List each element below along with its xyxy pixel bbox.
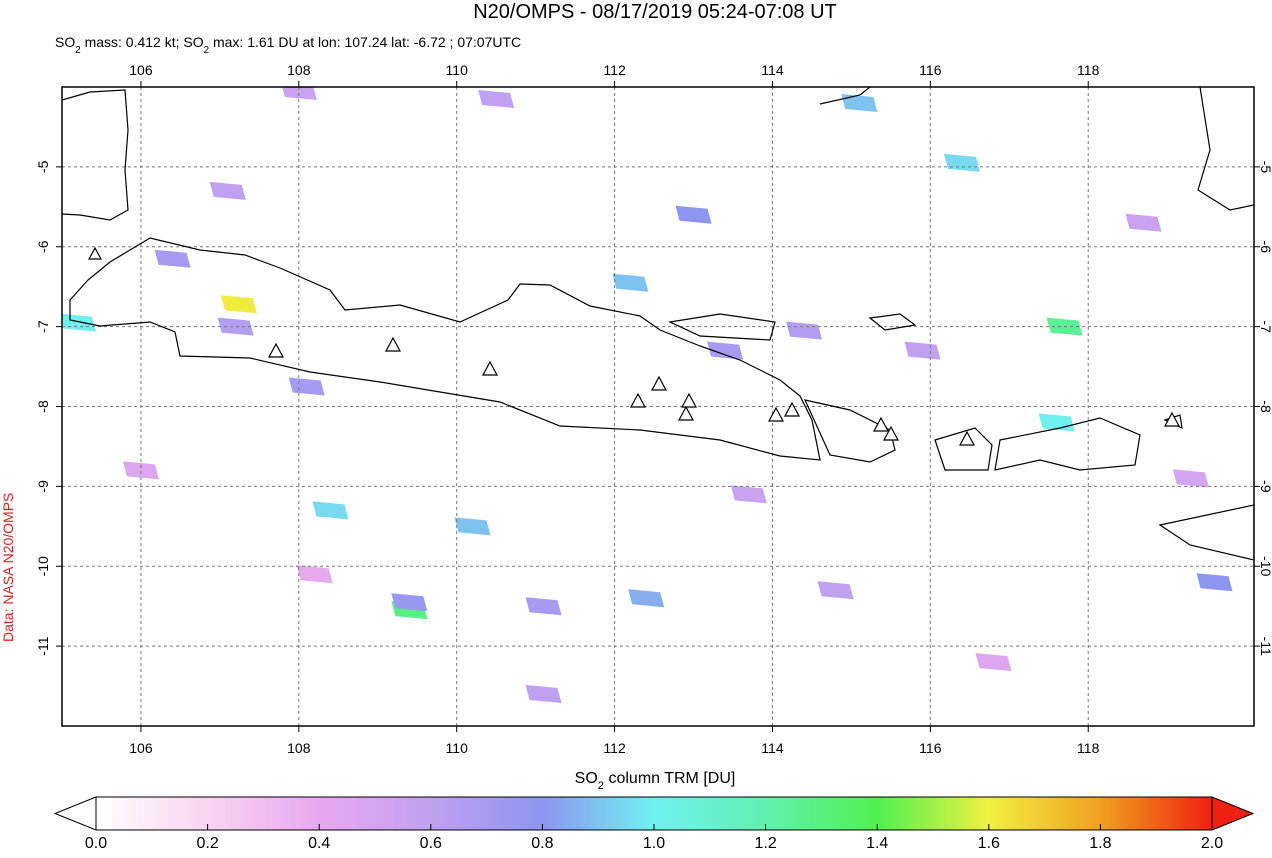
flores-coast	[1158, 504, 1254, 561]
y-tick-label: -8	[1258, 400, 1272, 413]
y-tick-label: -6	[35, 240, 51, 253]
colorbar-tick-label: 1.4	[866, 835, 888, 852]
subscript: 2	[598, 780, 604, 792]
x-tick-label: 108	[287, 740, 311, 756]
so2-pixel	[612, 273, 649, 292]
x-tick-label: 116	[919, 740, 942, 756]
y-tick-label: -10	[35, 556, 51, 576]
colorbar-tick-label: 2.0	[1201, 835, 1223, 852]
so2-pixel	[220, 295, 257, 314]
x-tick-label: 116	[919, 62, 942, 78]
x-tick-label: 106	[129, 62, 153, 78]
x-tick-label: 118	[1077, 740, 1100, 756]
so2-pixel	[478, 89, 515, 108]
so2-pixel	[841, 93, 878, 112]
so2-pixel	[525, 597, 562, 616]
colorbar-tick-label: 1.2	[754, 835, 776, 852]
map-frame	[61, 86, 1255, 727]
y-tick-label: -7	[35, 320, 51, 333]
x-tick-label: 106	[129, 740, 153, 756]
y-tick-label: -11	[35, 636, 51, 655]
sumbawa-coast	[994, 417, 1141, 471]
so2-pixel	[525, 685, 562, 704]
so2-pixel	[391, 593, 428, 612]
x-tick-label: 118	[1077, 62, 1100, 78]
colorbar-tick-label: 0.0	[85, 835, 107, 852]
so2-pixel	[1196, 573, 1233, 592]
colorbar-tick-label: 1.8	[1089, 835, 1111, 852]
colorbar-tick-label: 1.0	[643, 835, 665, 852]
so2-pixel	[288, 377, 325, 396]
so2-pixel	[675, 205, 712, 224]
bali-coast	[803, 399, 896, 463]
subscript: 2	[75, 45, 80, 56]
y-tick-label: -9	[1258, 480, 1272, 493]
so2-pixel	[975, 653, 1012, 672]
colorbar-tick-label: 0.8	[531, 835, 553, 852]
sumatra-coast	[62, 89, 129, 221]
so2-pixel	[943, 153, 980, 172]
text-part: max: 1.61 DU at lon: 107.24 lat: -6.72 ;…	[209, 34, 521, 50]
data-source: Data: NASA N20/OMPS	[0, 493, 16, 642]
colorbar-tick-label: 0.6	[420, 835, 442, 852]
title: N20/OMPS - 08/17/2019 05:24-07:08 UT	[473, 1, 837, 23]
so2-pixel	[282, 87, 317, 100]
x-tick-label: 112	[603, 62, 626, 78]
colorbar	[53, 796, 1255, 831]
x-tick-label: 110	[446, 740, 469, 756]
so2-pixel	[217, 317, 254, 336]
text-part: mass: 0.412 kt; SO	[81, 34, 204, 50]
x-tick-label: 114	[761, 62, 784, 78]
colorbar-label: SO2 column TRM [DU]	[575, 770, 736, 792]
madura-coast	[667, 313, 776, 341]
so2-pixel	[817, 581, 854, 600]
y-tick-label: -6	[1258, 241, 1272, 254]
so2-pixel	[707, 341, 744, 360]
y-tick-label: -9	[35, 480, 51, 493]
so2-pixel	[730, 485, 767, 504]
so2-pixel	[154, 249, 191, 268]
so2-pixel	[904, 341, 941, 360]
y-tick-label: -7	[1258, 320, 1272, 333]
so2-pixel	[122, 461, 159, 480]
colorbar-tick-label: 0.2	[196, 835, 218, 852]
so2-pixel	[1172, 469, 1209, 488]
borneo-coast	[819, 87, 1254, 211]
colorbar-tick-label: 1.6	[978, 835, 1000, 852]
volcano-markers	[87, 246, 1181, 446]
y-tick-label: -10	[1258, 556, 1272, 576]
text-part: SO	[575, 770, 598, 787]
subscript: 2	[204, 45, 209, 56]
so2-pixel	[628, 589, 665, 608]
x-tick-label: 112	[603, 740, 626, 756]
x-tick-label: 110	[446, 62, 469, 78]
grid	[56, 81, 1260, 732]
so2-pixel	[296, 565, 333, 584]
java-coast	[69, 237, 821, 461]
text-part: column TRM [DU]	[604, 770, 735, 787]
coastlines	[62, 87, 1254, 561]
text-part: SO	[55, 34, 75, 50]
y-tick-label: -5	[1258, 161, 1272, 174]
so2-pixel	[209, 181, 246, 200]
subtitle: SO2 mass: 0.412 kt; SO2 max: 1.61 DU at …	[55, 34, 521, 56]
colorbar-high-arrow	[1211, 796, 1255, 831]
so2-pixel	[1125, 213, 1162, 232]
y-tick-label: -5	[35, 160, 51, 173]
y-tick-label: -8	[35, 400, 51, 413]
colorbar-tick-label: 0.4	[308, 835, 330, 852]
x-tick-label: 114	[761, 740, 784, 756]
so2-pixel	[786, 321, 823, 340]
so2-pixel	[454, 517, 491, 536]
colorbar-low-arrow	[53, 796, 97, 831]
lombok-coast	[934, 427, 993, 471]
y-tick-label: -11	[1258, 637, 1272, 656]
so2-pixel	[312, 501, 349, 520]
volcanoes	[87, 246, 1181, 446]
x-tick-label: 108	[287, 62, 311, 78]
